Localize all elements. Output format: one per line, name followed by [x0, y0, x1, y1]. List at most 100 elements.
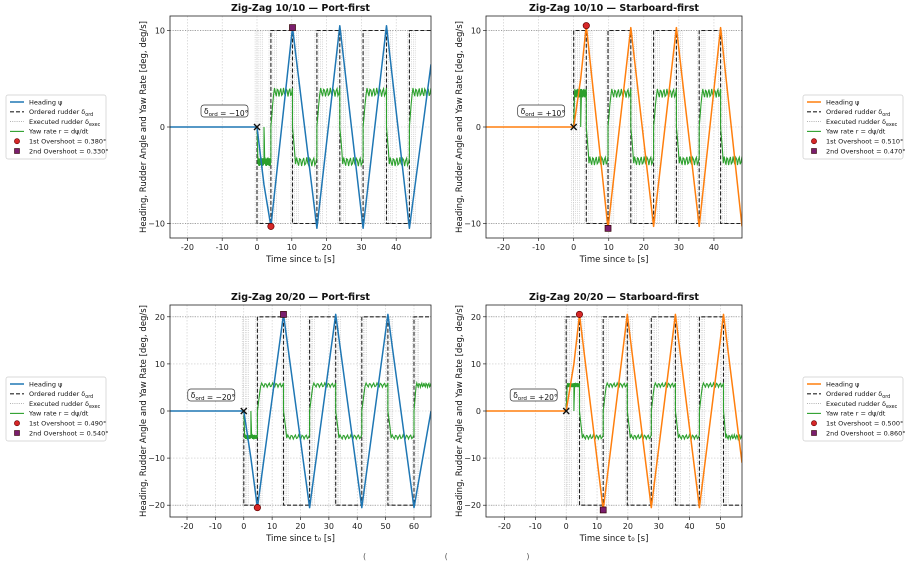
legend-entry: 1st Overshoot = 0.380°: [29, 138, 106, 146]
legend-frame: [5, 94, 107, 160]
delta-ord-annotation-box: [200, 104, 249, 118]
legend-entry: Executed rudder δexec: [826, 118, 898, 128]
x-tick-label: 10: [287, 243, 297, 252]
x-axis-label: Time since t₀ [s]: [265, 255, 335, 265]
legend-entry: Yaw rate r = dψ/dt: [825, 128, 886, 136]
yaw-rate-line: [486, 87, 742, 167]
x-tick-label: 20: [623, 522, 633, 531]
x-tick-label: 20: [639, 243, 649, 252]
overshoot-2-marker: [604, 224, 612, 232]
y-tick-label: −20: [148, 501, 165, 510]
y-tick-label: 10: [471, 360, 481, 369]
legend-entry: Executed rudder δexec: [826, 400, 898, 410]
x-axis-label: Time since t₀ [s]: [579, 255, 649, 265]
y-tick-label: 0: [476, 407, 481, 416]
delta-ord-annotation: δord = +10°: [521, 107, 566, 118]
t0-marker: [562, 407, 570, 415]
x-tick-label: 50: [715, 522, 725, 531]
legend-entry: Executed rudder δexec: [29, 400, 101, 410]
x-tick-label: 30: [324, 522, 334, 531]
y-tick-label: −10: [148, 220, 165, 229]
heading-line: [170, 24, 431, 230]
x-tick-label: 20: [322, 243, 332, 252]
x-tick-label: 10: [604, 243, 614, 252]
legend-entry: 1st Overshoot = 0.510°: [826, 138, 903, 146]
legend-entry: Heading ψ: [29, 98, 62, 106]
overshoot-1-marker: [253, 504, 261, 512]
y-tick-label: 10: [471, 26, 481, 35]
legend-entry: Ordered rudder δord: [29, 108, 93, 118]
yaw-rate-line: [486, 381, 742, 442]
y-axis-label: Heading, Rudder Angle and Yaw Rate [deg,…: [455, 21, 465, 233]
y-tick-label: −10: [148, 454, 165, 463]
y-axis-label: Heading, Rudder Angle and Yaw Rate [deg,…: [139, 305, 149, 517]
legend-entry: 1st Overshoot = 0.490°: [29, 420, 106, 428]
delta-ord-annotation-box: [509, 388, 558, 402]
legend-swatch-overshoot-1: [811, 420, 817, 427]
x-tick-label: -10: [209, 522, 222, 531]
yaw-rate-line: [170, 380, 431, 441]
plot-area: [170, 313, 431, 509]
y-tick-label: 0: [160, 123, 165, 132]
x-tick-label: -20: [181, 243, 194, 252]
legend-entry: Yaw rate r = dψ/dt: [28, 410, 89, 418]
ordered-rudder-line: [170, 316, 431, 506]
x-tick-label: -20: [180, 522, 193, 531]
legend-entry: 2nd Overshoot = 0.540°: [29, 429, 109, 437]
chart-title: Zig-Zag 10/10 — Starboard-first: [529, 3, 699, 14]
x-tick-label: 0: [241, 522, 246, 531]
chart-panel-1: δord = −10° -20 -10 0 10 20 30 40 −10 0 10 Zig-Zag …: [5, 3, 432, 265]
x-axis-label: Time since t₀ [s]: [265, 534, 335, 544]
chart-title: Zig-Zag 20/20 — Starboard-first: [529, 292, 699, 303]
x-tick-label: 30: [674, 243, 684, 252]
chart-title: Zig-Zag 20/20 — Port-first: [231, 292, 370, 303]
legend-frame: [802, 94, 904, 160]
x-tick-label: 10: [267, 522, 277, 531]
x-tick-label: 50: [381, 522, 391, 531]
delta-ord-annotation: δord = +20°: [513, 391, 558, 402]
overshoot-1-marker: [575, 310, 584, 318]
x-tick-label: 30: [654, 522, 664, 531]
y-tick-label: 20: [155, 313, 165, 322]
legend-entry: Ordered rudder δord: [29, 390, 93, 400]
overshoot-1-marker: [582, 22, 590, 30]
y-axis-label: Heading, Rudder Angle and Yaw Rate [deg,…: [455, 305, 465, 517]
x-axis-label: Time since t₀ [s]: [579, 534, 649, 544]
delta-ord-annotation-box: [517, 104, 566, 118]
x-tick-label: 10: [592, 522, 602, 531]
chart-panel-3: δord = −20° -20 -10 0 10 20 30 40 50 60 −20 −10 0 10 2…: [5, 292, 432, 544]
y-tick-label: −10: [464, 220, 481, 229]
y-tick-label: 0: [476, 123, 481, 132]
y-tick-label: 0: [160, 407, 165, 416]
delta-ord-annotation: δord = −20°: [191, 391, 236, 402]
x-tick-label: 20: [295, 522, 305, 531]
x-tick-label: -10: [532, 243, 545, 252]
heading-line: [486, 24, 742, 230]
x-tick-label: -10: [529, 522, 542, 531]
y-tick-label: 10: [155, 360, 165, 369]
ordered-rudder-line: [486, 29, 742, 225]
overshoot-1-marker: [267, 222, 275, 230]
x-tick-label: 40: [684, 522, 694, 531]
x-tick-label: 40: [352, 522, 362, 531]
chart-panel-2: δord = +10° -20 -10 0 10 20 30 40 −10 0 10 Zig-Zag …: [455, 3, 906, 265]
legend-swatch-overshoot-2: [14, 430, 20, 436]
x-tick-label: 0: [254, 243, 259, 252]
bottom-fragment: ( ( ): [363, 552, 568, 561]
legend-swatch-overshoot-2: [811, 148, 817, 154]
legend-entry: 2nd Overshoot = 0.470°: [826, 147, 906, 155]
overshoot-2-marker: [280, 311, 287, 318]
legend-swatch-overshoot-1: [811, 138, 817, 145]
t0-marker: [240, 407, 248, 415]
x-tick-label: 40: [709, 243, 719, 252]
legend-entry: Heading ψ: [29, 380, 62, 388]
x-tick-label: -10: [216, 243, 229, 252]
overshoot-2-marker: [289, 24, 296, 31]
t0-marker: [253, 123, 261, 131]
legend-entry: Executed rudder δexec: [29, 118, 101, 128]
legend-entry: Ordered rudder δord: [826, 390, 890, 400]
